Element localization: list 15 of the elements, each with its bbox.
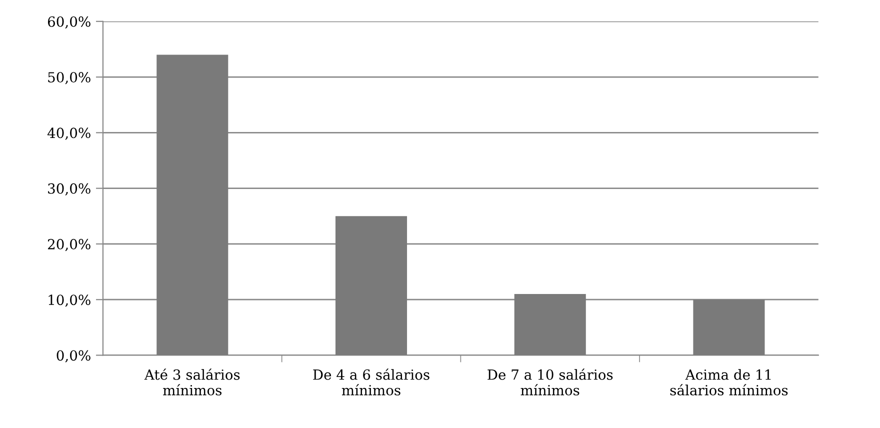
y-tick-label: 20,0% xyxy=(48,238,90,252)
x-tick-label: De 4 a 6 sálarios mínimos xyxy=(313,368,430,396)
y-tick-label: 0,0% xyxy=(56,350,90,362)
bar xyxy=(693,300,765,356)
y-tick-label: 50,0% xyxy=(48,72,90,84)
y-tick-label: 30,0% xyxy=(48,183,90,196)
x-tick-label: Acima de 11 sálarios mínimos xyxy=(670,369,788,396)
y-tick-label: 40,0% xyxy=(47,128,90,140)
bar xyxy=(514,294,586,356)
x-tick-label: Até 3 salários mínimos xyxy=(144,368,240,396)
y-tick-label: 60,0% xyxy=(48,16,90,29)
y-tick-label: 10,0% xyxy=(48,294,90,307)
bar xyxy=(335,216,408,356)
bar xyxy=(156,54,228,356)
x-tick-label: De 7 a 10 salários mínimos xyxy=(488,368,613,396)
